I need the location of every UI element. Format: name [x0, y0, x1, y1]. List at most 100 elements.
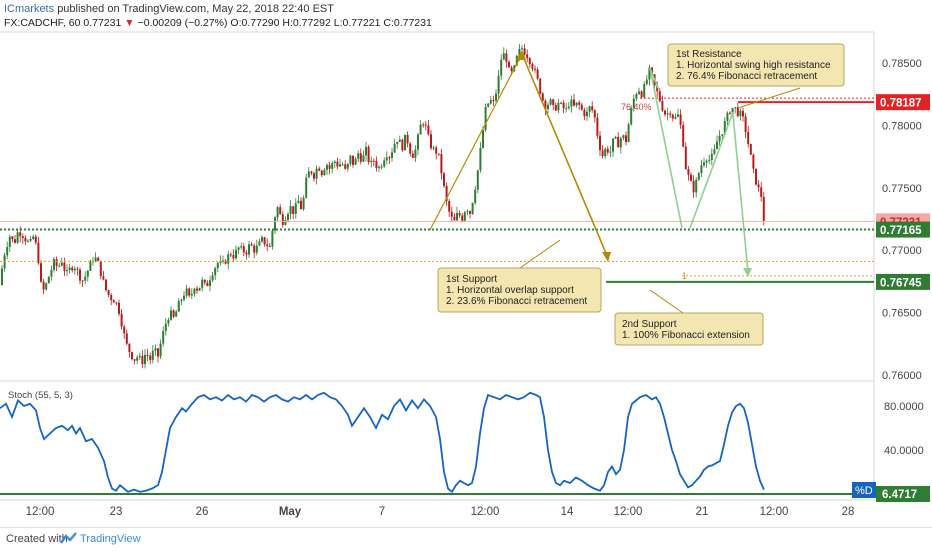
price-tick-0: 0.78500	[882, 58, 922, 70]
candle	[50, 265, 53, 281]
candle	[396, 141, 399, 149]
candle	[196, 286, 198, 294]
candle	[115, 302, 118, 306]
candle	[29, 236, 32, 243]
candle	[385, 151, 388, 165]
candle	[362, 150, 365, 163]
candle	[14, 235, 16, 244]
candle	[307, 167, 310, 178]
candle	[224, 259, 227, 265]
pct-d-badge: %D	[852, 482, 876, 498]
candle	[164, 318, 167, 336]
level-label-0.77165: 0.77165	[876, 221, 930, 238]
candle	[489, 95, 492, 105]
candle	[102, 270, 105, 281]
candle	[757, 179, 760, 192]
candle	[393, 138, 396, 153]
candle	[250, 241, 253, 247]
candle	[315, 165, 318, 185]
candle	[448, 199, 451, 217]
published-text: published on TradingView.com, May 22, 20…	[57, 3, 334, 15]
candle	[71, 265, 74, 273]
candle	[684, 142, 687, 170]
footer-brand[interactable]: TradingView	[80, 533, 141, 545]
candle	[718, 129, 721, 146]
candle	[409, 141, 412, 157]
candle	[110, 293, 113, 306]
candle	[744, 112, 747, 139]
candle	[705, 159, 708, 168]
candle	[713, 144, 716, 156]
annotation-support1[interactable]: 1st Support 1. Horizontal overlap suppor…	[437, 267, 602, 313]
candle	[669, 110, 672, 119]
fib-arrow-down	[521, 53, 609, 259]
candle	[292, 206, 295, 220]
candle	[687, 165, 690, 181]
publisher-name[interactable]: ICmarkets	[4, 3, 55, 15]
candle	[658, 87, 661, 103]
candle	[557, 98, 560, 114]
annotation-support2[interactable]: 2nd Support 1. 100% Fibonacci extension	[614, 312, 764, 346]
candle	[222, 255, 224, 264]
candle	[630, 105, 633, 126]
candle	[180, 298, 183, 306]
candle	[58, 262, 61, 268]
candle	[596, 113, 599, 140]
candle	[289, 200, 292, 220]
candle	[531, 62, 534, 72]
candle	[201, 276, 204, 292]
price-chart[interactable]: 0.78500 0.78000 0.77500 0.77000 0.76500 0.760…	[0, 0, 932, 520]
annotation-support1-line1: 1. Horizontal overlap support	[446, 285, 574, 296]
price-tick-1: 0.78000	[882, 120, 922, 132]
candle	[242, 242, 245, 257]
candle	[55, 256, 58, 272]
candle	[729, 111, 731, 115]
level-label-0.76745: 0.76745	[876, 273, 930, 290]
candle	[336, 157, 339, 170]
candle	[73, 266, 76, 275]
candle	[172, 309, 175, 318]
candle	[227, 250, 230, 270]
candle	[32, 234, 35, 240]
time-axis: 12:00 23 26 May 7 12:00 14 12:00 21 12:00 28	[26, 506, 855, 518]
candle	[370, 156, 373, 168]
candle	[505, 49, 508, 68]
price-tick-2: 0.77500	[882, 183, 922, 195]
candle	[570, 95, 573, 113]
candle	[700, 159, 703, 177]
time-tick-1: 23	[110, 506, 123, 518]
stoch-tick-1: 40.0000	[884, 445, 924, 457]
candle	[456, 206, 458, 222]
svg-text:%D: %D	[855, 485, 873, 497]
candle	[255, 239, 258, 256]
candle	[682, 121, 685, 148]
candle	[305, 173, 308, 199]
candle	[708, 154, 711, 165]
candle	[539, 77, 542, 95]
candle	[742, 107, 744, 122]
candle	[144, 349, 146, 369]
candle	[177, 297, 180, 312]
candle	[274, 215, 276, 234]
candle	[170, 306, 172, 321]
candle	[219, 255, 222, 266]
candle	[495, 89, 497, 105]
candle	[94, 252, 97, 263]
candle	[437, 153, 440, 156]
annotation-resistance-line1: 1. Horizontal swing high resistance	[676, 60, 831, 71]
candle	[365, 141, 367, 162]
resistance-top	[649, 67, 659, 89]
candle	[500, 54, 503, 81]
annotation-resistance[interactable]: 1st Resistance 1. Horizontal swing high …	[667, 43, 845, 87]
candle	[232, 249, 235, 263]
candle	[318, 166, 321, 172]
candle	[721, 134, 724, 140]
candle	[697, 171, 700, 182]
candle	[575, 102, 578, 108]
candle	[248, 240, 250, 258]
candle	[266, 238, 269, 252]
candle	[294, 198, 297, 219]
candle	[302, 195, 305, 212]
candle	[578, 100, 581, 111]
candle	[492, 95, 495, 106]
